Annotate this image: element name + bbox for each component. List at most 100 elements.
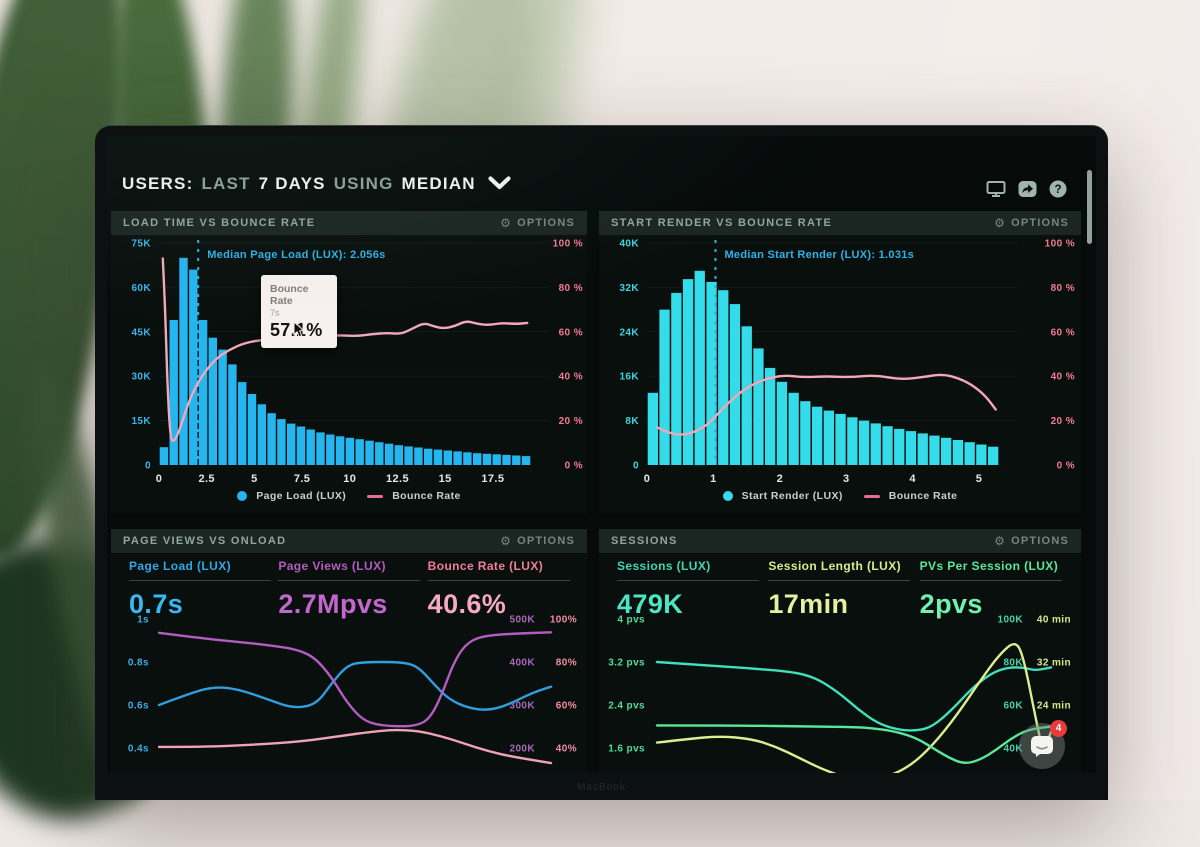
- svg-text:32 min: 32 min: [1037, 658, 1071, 669]
- svg-text:5: 5: [251, 473, 258, 485]
- svg-text:40 %: 40 %: [1051, 372, 1075, 383]
- help-icon[interactable]: ?: [1048, 180, 1068, 198]
- svg-text:2.4 pvs: 2.4 pvs: [608, 701, 645, 712]
- bar-series-swatch: [723, 491, 733, 501]
- median-annotation: Median Page Load (LUX): 2.056s: [207, 249, 385, 261]
- svg-text:?: ?: [1054, 184, 1061, 196]
- svg-text:45K: 45K: [131, 327, 151, 338]
- options-button[interactable]: ⚙ OPTIONS: [994, 217, 1069, 229]
- metric-pvs-per-session: PVs Per Session (LUX) 2pvs: [920, 559, 1071, 620]
- metrics-row: Page Load (LUX) 0.7s Page Views (LUX) 2.…: [129, 559, 577, 620]
- svg-text:400K: 400K: [509, 658, 535, 669]
- metric-underline: [768, 580, 910, 581]
- svg-text:60%: 60%: [556, 701, 577, 712]
- panel-load-time: LOAD TIME VS BOUNCE RATE ⚙ OPTIONS 75K 10…: [111, 211, 587, 513]
- svg-text:0 %: 0 %: [1057, 461, 1075, 472]
- svg-text:100 %: 100 %: [553, 239, 583, 250]
- svg-text:8K: 8K: [625, 416, 639, 427]
- svg-text:60K: 60K: [1003, 701, 1023, 712]
- gear-icon: ⚙: [994, 217, 1006, 229]
- svg-text:17.5: 17.5: [481, 473, 504, 485]
- metric-page-load: Page Load (LUX) 0.7s: [129, 559, 278, 620]
- chevron-down-icon: [488, 176, 511, 195]
- svg-text:4: 4: [909, 473, 916, 485]
- panel-sessions-header: SESSIONS ⚙ OPTIONS: [599, 529, 1081, 553]
- panel-title: START RENDER VS BOUNCE RATE: [611, 217, 832, 229]
- panel-start-render: START RENDER VS BOUNCE RATE ⚙ OPTIONS 40…: [599, 211, 1081, 513]
- svg-text:24 min: 24 min: [1037, 701, 1071, 712]
- svg-text:3: 3: [843, 473, 850, 485]
- svg-text:200K: 200K: [509, 744, 535, 755]
- scrollbar-thumb[interactable]: [1087, 170, 1092, 244]
- panel-page-views: PAGE VIEWS VS ONLOAD ⚙ OPTIONS Page Load…: [111, 529, 587, 773]
- title-segment: USING: [334, 174, 394, 194]
- svg-text:60 %: 60 %: [1051, 327, 1075, 338]
- laptop-frame: USERS: LAST 7 DAYS USING MEDIAN ?: [95, 125, 1108, 800]
- svg-text:40 %: 40 %: [559, 372, 583, 383]
- svg-text:80 %: 80 %: [1051, 283, 1075, 294]
- svg-text:1.6 pvs: 1.6 pvs: [608, 744, 645, 755]
- monitor-icon[interactable]: [986, 180, 1006, 198]
- title-segment: 7 DAYS: [259, 174, 326, 194]
- panel-load-time-header: LOAD TIME VS BOUNCE RATE ⚙ OPTIONS: [111, 211, 587, 235]
- title-segment: USERS:: [122, 174, 193, 194]
- metric-bounce-rate: Bounce Rate (LUX) 40.6%: [428, 559, 577, 620]
- svg-text:20 %: 20 %: [1051, 416, 1075, 427]
- chart-tooltip: Bounce Rate 7s 57.1%: [261, 275, 337, 348]
- gear-icon: ⚙: [500, 217, 512, 229]
- median-annotation: Median Start Render (LUX): 1.031s: [724, 249, 914, 261]
- bar-series-swatch: [237, 491, 247, 501]
- tooltip-sub: 7s: [270, 308, 328, 318]
- svg-text:7.5: 7.5: [294, 473, 311, 485]
- svg-text:0 %: 0 %: [565, 461, 583, 472]
- svg-text:12.5: 12.5: [386, 473, 409, 485]
- svg-text:16K: 16K: [619, 372, 639, 383]
- share-icon[interactable]: [1017, 180, 1037, 198]
- panel-page-views-header: PAGE VIEWS VS ONLOAD ⚙ OPTIONS: [111, 529, 587, 553]
- laptop-brand-text: MacBook: [95, 782, 1108, 793]
- svg-text:2.5: 2.5: [198, 473, 215, 485]
- dashboard-screen: USERS: LAST 7 DAYS USING MEDIAN ?: [107, 136, 1096, 773]
- svg-text:10: 10: [343, 473, 356, 485]
- svg-text:60K: 60K: [131, 283, 151, 294]
- title-segment: MEDIAN: [402, 174, 476, 194]
- line-series-swatch: [367, 495, 383, 498]
- svg-text:15K: 15K: [131, 416, 151, 427]
- tooltip-label: Bounce Rate: [270, 283, 328, 307]
- svg-text:24K: 24K: [619, 327, 639, 338]
- metric-underline: [129, 580, 271, 581]
- svg-text:1: 1: [710, 473, 717, 485]
- svg-text:0: 0: [156, 473, 163, 485]
- metric-underline: [278, 580, 420, 581]
- svg-text:0.4s: 0.4s: [128, 744, 149, 755]
- svg-text:3.2 pvs: 3.2 pvs: [608, 658, 645, 669]
- title-segment: LAST: [201, 174, 250, 194]
- metric-sessions: Sessions (LUX) 479K: [617, 559, 768, 620]
- svg-text:75K: 75K: [131, 239, 151, 250]
- metric-scope-dropdown[interactable]: USERS: LAST 7 DAYS USING MEDIAN: [122, 173, 511, 195]
- svg-text:15: 15: [439, 473, 452, 485]
- gear-icon: ⚙: [994, 535, 1006, 547]
- panel-sessions: SESSIONS ⚙ OPTIONS Sessions (LUX) 479K S…: [599, 529, 1081, 773]
- options-button[interactable]: ⚙ OPTIONS: [500, 535, 575, 547]
- svg-text:32K: 32K: [619, 283, 639, 294]
- svg-text:2: 2: [777, 473, 784, 485]
- metric-session-length: Session Length (LUX) 17min: [768, 559, 919, 620]
- line-series-swatch: [864, 495, 880, 498]
- options-button[interactable]: ⚙ OPTIONS: [994, 535, 1069, 547]
- panel-title: PAGE VIEWS VS ONLOAD: [123, 535, 286, 547]
- svg-text:20 %: 20 %: [559, 416, 583, 427]
- svg-text:30K: 30K: [131, 372, 151, 383]
- svg-text:40%: 40%: [556, 744, 577, 755]
- svg-text:80 %: 80 %: [559, 283, 583, 294]
- metric-underline: [428, 580, 570, 581]
- metric-underline: [617, 580, 759, 581]
- chat-bubble-icon: [1030, 735, 1054, 762]
- svg-text:0: 0: [633, 461, 639, 472]
- svg-text:60 %: 60 %: [559, 327, 583, 338]
- options-button[interactable]: ⚙ OPTIONS: [500, 217, 575, 229]
- chat-launcher[interactable]: 4: [1019, 723, 1065, 769]
- svg-text:40K: 40K: [619, 239, 639, 250]
- panel-start-render-header: START RENDER VS BOUNCE RATE ⚙ OPTIONS: [599, 211, 1081, 235]
- panel-title: SESSIONS: [611, 535, 678, 547]
